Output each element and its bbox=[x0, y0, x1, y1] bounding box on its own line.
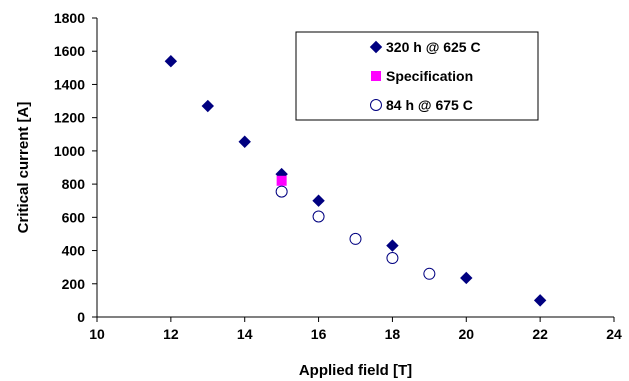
y-axis-ticks: 0 200 400 600 800 1000 1200 1400 1600 1800 bbox=[54, 10, 97, 325]
legend-marker bbox=[369, 40, 383, 54]
y-tick-label: 1400 bbox=[54, 76, 85, 92]
y-tick-label: 1200 bbox=[54, 110, 85, 126]
data-point-series-2 bbox=[349, 232, 362, 245]
data-point-series-0 bbox=[312, 194, 325, 207]
legend-marker bbox=[371, 71, 381, 81]
x-tick-label: 16 bbox=[311, 326, 327, 342]
data-point-series-1 bbox=[276, 175, 287, 186]
y-tick-label: 1000 bbox=[54, 143, 85, 159]
legend-box bbox=[295, 31, 539, 121]
data-point-series-2 bbox=[312, 210, 325, 223]
x-tick-label: 24 bbox=[606, 326, 622, 342]
data-point-series-0 bbox=[533, 294, 547, 307]
data-point-series-2 bbox=[423, 267, 436, 280]
x-tick-label: 10 bbox=[89, 326, 105, 342]
y-tick-label: 600 bbox=[62, 209, 86, 225]
data-markers bbox=[164, 54, 547, 307]
data-point-series-0 bbox=[238, 135, 251, 148]
data-point-series-0 bbox=[164, 54, 178, 68]
legend-label: Specification bbox=[386, 68, 473, 84]
x-axis-title: Applied field [T] bbox=[299, 362, 412, 379]
y-tick-label: 1800 bbox=[54, 10, 85, 26]
legend-items: 320 h @ 625 C Specification 84 h @ 675 C bbox=[369, 39, 481, 113]
y-tick-label: 1600 bbox=[54, 43, 85, 59]
legend: 320 h @ 625 C Specification 84 h @ 675 C bbox=[295, 31, 539, 121]
x-tick-label: 20 bbox=[458, 326, 474, 342]
data-point-series-0 bbox=[201, 99, 214, 113]
y-tick-label: 400 bbox=[62, 243, 86, 259]
y-tick-label: 0 bbox=[77, 309, 85, 325]
data-point-series-0 bbox=[460, 271, 473, 285]
x-tick-label: 14 bbox=[237, 326, 253, 342]
x-tick-label: 22 bbox=[532, 326, 548, 342]
legend-label: 320 h @ 625 C bbox=[386, 39, 481, 55]
data-point-series-0 bbox=[386, 239, 399, 252]
plot-area: 10 12 14 16 18 20 22 24 0 200 400 600 800 1000 1200 14… bbox=[54, 10, 622, 342]
data-point-series-2 bbox=[275, 185, 288, 198]
legend-label: 84 h @ 675 C bbox=[386, 97, 473, 113]
x-tick-label: 18 bbox=[385, 326, 401, 342]
y-axis-title: Critical current [A] bbox=[15, 102, 32, 234]
y-tick-label: 200 bbox=[62, 276, 86, 292]
x-axis-ticks: 10 12 14 16 18 20 22 24 bbox=[89, 317, 622, 342]
x-tick-label: 12 bbox=[163, 326, 179, 342]
y-tick-label: 800 bbox=[62, 176, 86, 192]
legend-marker bbox=[370, 99, 382, 111]
data-point-series-2 bbox=[386, 252, 399, 265]
